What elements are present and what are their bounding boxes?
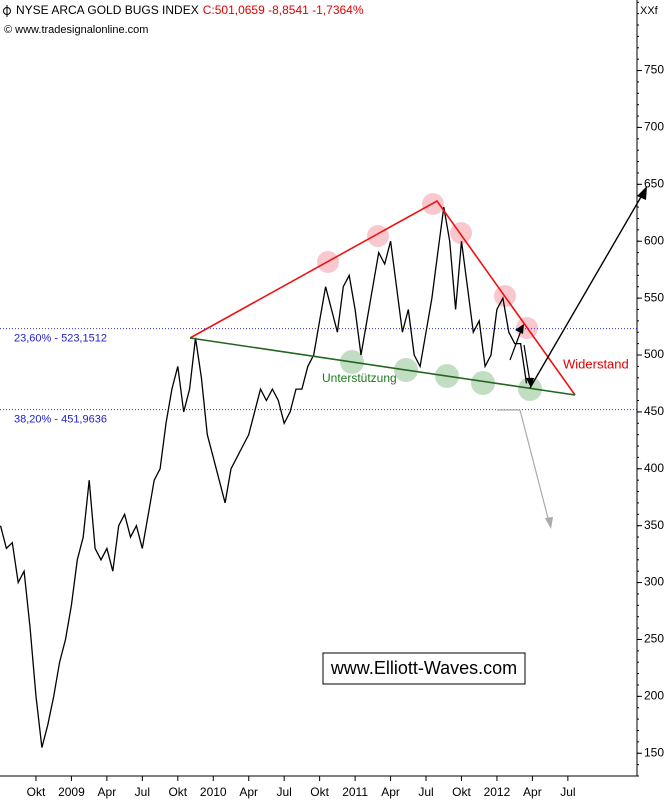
title-icon — [3, 5, 11, 17]
y-tick-label: 650 — [644, 177, 664, 191]
y-tick-label: 150 — [644, 745, 664, 759]
x-tick-label: Jul — [560, 785, 575, 799]
arrow — [509, 327, 523, 361]
title-line: NYSE ARCA GOLD BUGS INDEX C:501,0659 -8,8… — [16, 3, 364, 17]
x-tick-label: Jul — [277, 785, 292, 799]
x-tick-label: Okt — [168, 785, 187, 799]
level-label: 23,60% - 523,1512 — [14, 333, 107, 345]
support-line — [189, 337, 576, 396]
watermark: www.Elliott-Waves.com — [330, 658, 517, 678]
level-label: 38,20% - 451,9636 — [14, 414, 107, 426]
resistance-line — [189, 199, 576, 396]
y-tick-label: 750 — [644, 63, 664, 77]
x-tick-label: Jul — [135, 785, 150, 799]
x-tick-label: Apr — [239, 785, 258, 799]
y-tick-label: 450 — [644, 404, 664, 418]
x-tick-label: 2011 — [342, 785, 368, 799]
chart-title: NYSE ARCA GOLD BUGS INDEX — [16, 3, 199, 17]
arrow-head — [526, 378, 534, 388]
resistance-label: Widerstand — [563, 356, 629, 371]
source: © www.tradesignalonline.com — [4, 24, 148, 36]
y-tick-label: 550 — [644, 290, 664, 304]
x-tick-label: Apr — [381, 785, 400, 799]
arrow — [519, 409, 550, 523]
y-tick-label: 300 — [644, 575, 664, 589]
y-tick-label: 500 — [644, 347, 664, 361]
watermark-box — [322, 652, 526, 685]
arrow-head — [545, 517, 553, 529]
x-tick-label: Okt — [27, 785, 46, 799]
x-tick-label: Okt — [310, 785, 329, 799]
y-tick-label: 250 — [644, 632, 664, 646]
top-circle — [367, 225, 389, 247]
arrow-head — [515, 324, 524, 334]
x-tick-label: 2012 — [484, 785, 511, 799]
y-tick-label: 200 — [644, 689, 664, 703]
price-line — [0, 206, 528, 748]
x-tick-label: Jul — [418, 785, 433, 799]
x-tick-label: 2010 — [200, 785, 227, 799]
symbol: XXf — [640, 5, 659, 17]
arrow-head — [637, 186, 647, 200]
arrow — [523, 344, 531, 383]
data-layer — [0, 206, 637, 748]
trend-lines — [189, 186, 647, 529]
x-tick-label: Apr — [98, 785, 117, 799]
y-tick-label: 700 — [644, 120, 664, 134]
y-tick-label: 350 — [644, 518, 664, 532]
top-circle — [450, 222, 472, 244]
x-tick-label: 2009 — [58, 785, 85, 799]
y-tick-label: 400 — [644, 461, 664, 475]
arrow — [529, 189, 646, 389]
chart-subtitle: C:501,0659 -8,8541 -1,7364% — [203, 3, 364, 17]
support-label: Unterstützung — [322, 371, 397, 385]
bottom-circle — [471, 371, 495, 395]
y-tick-label: 600 — [644, 233, 664, 247]
x-tick-label: Apr — [523, 785, 542, 799]
x-tick-label: Okt — [452, 785, 471, 799]
